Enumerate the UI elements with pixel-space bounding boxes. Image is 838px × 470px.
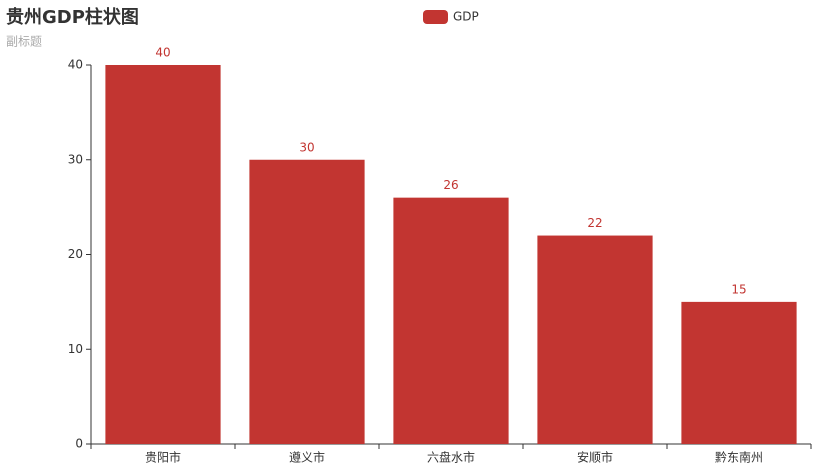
x-tick-label: 贵阳市 <box>145 450 181 465</box>
bar <box>105 65 221 444</box>
chart-subtitle: 副标题 <box>6 35 42 49</box>
chart-title: 贵州GDP柱状图 <box>6 6 139 28</box>
bar <box>681 301 797 444</box>
y-tick-label: 10 <box>68 342 83 356</box>
legend-label: GDP <box>453 10 479 24</box>
x-tick-label: 黔东南州 <box>715 450 763 465</box>
y-tick-label: 0 <box>75 437 83 451</box>
x-tick-label: 六盘水市 <box>427 450 475 465</box>
y-tick-label: 30 <box>68 152 83 166</box>
value-label: 40 <box>155 46 170 60</box>
value-label: 30 <box>299 140 314 154</box>
legend-swatch <box>423 10 448 24</box>
x-tick-label: 安顺市 <box>577 450 613 465</box>
bar <box>249 159 365 444</box>
y-tick-label: 20 <box>68 247 83 261</box>
value-label: 22 <box>587 216 602 230</box>
bar <box>393 197 509 444</box>
bar <box>537 235 653 444</box>
value-label: 26 <box>443 178 458 192</box>
value-label: 15 <box>731 282 746 296</box>
y-tick-label: 40 <box>68 58 83 72</box>
x-tick-label: 遵义市 <box>289 450 325 465</box>
